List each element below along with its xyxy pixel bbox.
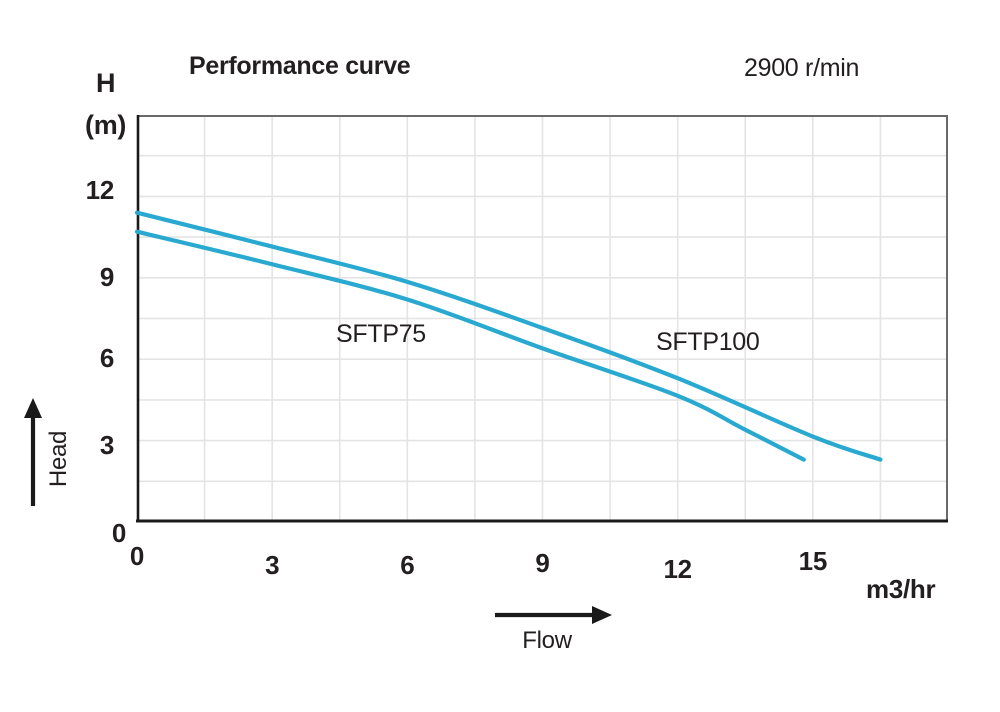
- head-axis-arrow-head: [24, 398, 42, 418]
- x-axis-unit: m3/hr: [866, 574, 936, 604]
- x-axis-name: Flow: [522, 627, 572, 654]
- curve-label-sftp75: SFTP75: [336, 320, 426, 348]
- curve-sftp75: [134, 229, 806, 462]
- x-tick-label: 15: [798, 546, 828, 576]
- x-tick-label: 6: [400, 550, 415, 580]
- curve-sftp100: [134, 210, 883, 462]
- y-tick-label: 0: [111, 518, 126, 548]
- y-axis-name: Head: [45, 430, 72, 488]
- y-axis-symbol: H: [96, 68, 116, 98]
- y-tick-label: 6: [99, 343, 114, 374]
- y-tick-label: 9: [99, 261, 114, 292]
- chart-title: Performance curve: [189, 52, 411, 80]
- x-tick-label: 0: [129, 541, 145, 571]
- curve-label-sftp100: SFTP100: [656, 328, 760, 356]
- x-tick-label: 9: [535, 548, 550, 578]
- x-tick-label: 3: [265, 550, 280, 580]
- plot-border: [137, 115, 948, 522]
- x-tick-label: 12: [663, 554, 692, 584]
- y-axis-unit: (m): [85, 110, 127, 140]
- y-tick-label: 3: [99, 429, 114, 460]
- flow-axis-arrow-head: [592, 606, 612, 624]
- y-tick-label: 12: [85, 175, 115, 206]
- speed-label: 2900 r/min: [744, 54, 860, 82]
